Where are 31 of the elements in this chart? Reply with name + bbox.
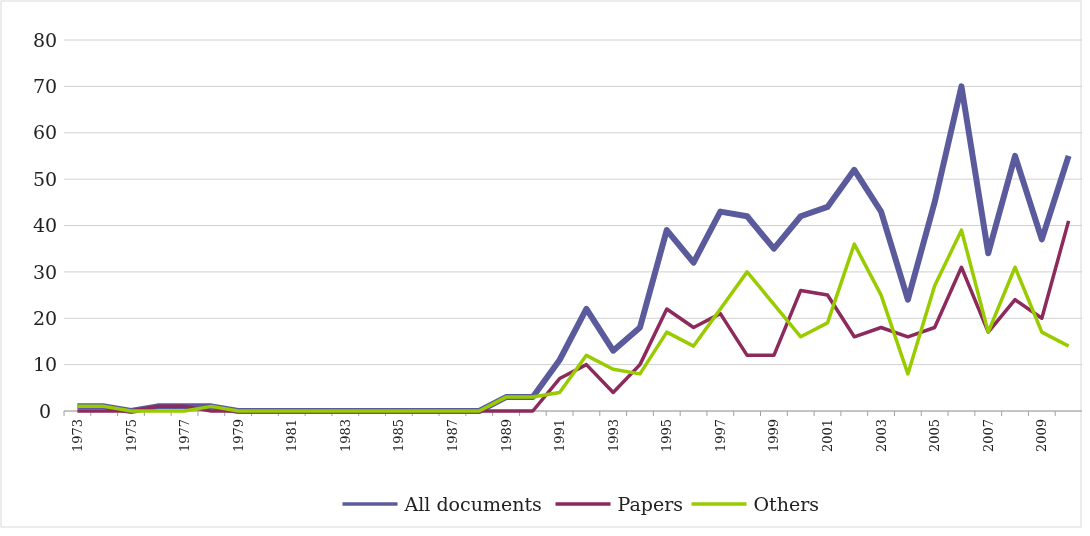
y-tick-label: 0 <box>38 399 52 422</box>
y-tick-label: 80 <box>32 28 58 51</box>
y-tick-label: 50 <box>32 167 58 190</box>
y-tick-label: 40 <box>32 214 58 237</box>
x-tick-label: 1997 <box>712 419 728 453</box>
legend-label: Others <box>753 492 820 515</box>
x-tick-label: 1999 <box>766 419 782 453</box>
y-tick-label: 70 <box>32 75 58 98</box>
x-tick-label: 1985 <box>391 419 407 453</box>
x-tick-label: 1975 <box>123 419 139 453</box>
x-tick-label: 1977 <box>177 419 193 453</box>
x-tick-label: 1989 <box>498 419 514 453</box>
y-tick-label: 60 <box>32 121 58 144</box>
x-tick-label: 2003 <box>873 419 889 453</box>
legend-label: Papers <box>617 492 683 515</box>
x-tick-label: 1981 <box>284 419 300 453</box>
y-tick-label: 10 <box>32 353 58 376</box>
x-tick-label: 2009 <box>1034 419 1050 453</box>
x-tick-label: 2005 <box>927 419 943 453</box>
legend-label: All documents <box>403 492 542 515</box>
x-tick-label: 1995 <box>659 419 675 453</box>
x-tick-label: 2007 <box>980 419 996 453</box>
x-tick-label: 2001 <box>820 419 836 453</box>
y-tick-label: 20 <box>32 306 58 329</box>
x-tick-label: 1979 <box>230 419 246 453</box>
y-tick-label: 30 <box>32 260 58 283</box>
x-tick-label: 1987 <box>445 419 460 453</box>
x-tick-label: 1993 <box>605 419 621 453</box>
x-tick-label: 1991 <box>552 419 568 453</box>
x-tick-label: 1973 <box>69 419 85 453</box>
x-tick-label: 1983 <box>337 419 353 453</box>
